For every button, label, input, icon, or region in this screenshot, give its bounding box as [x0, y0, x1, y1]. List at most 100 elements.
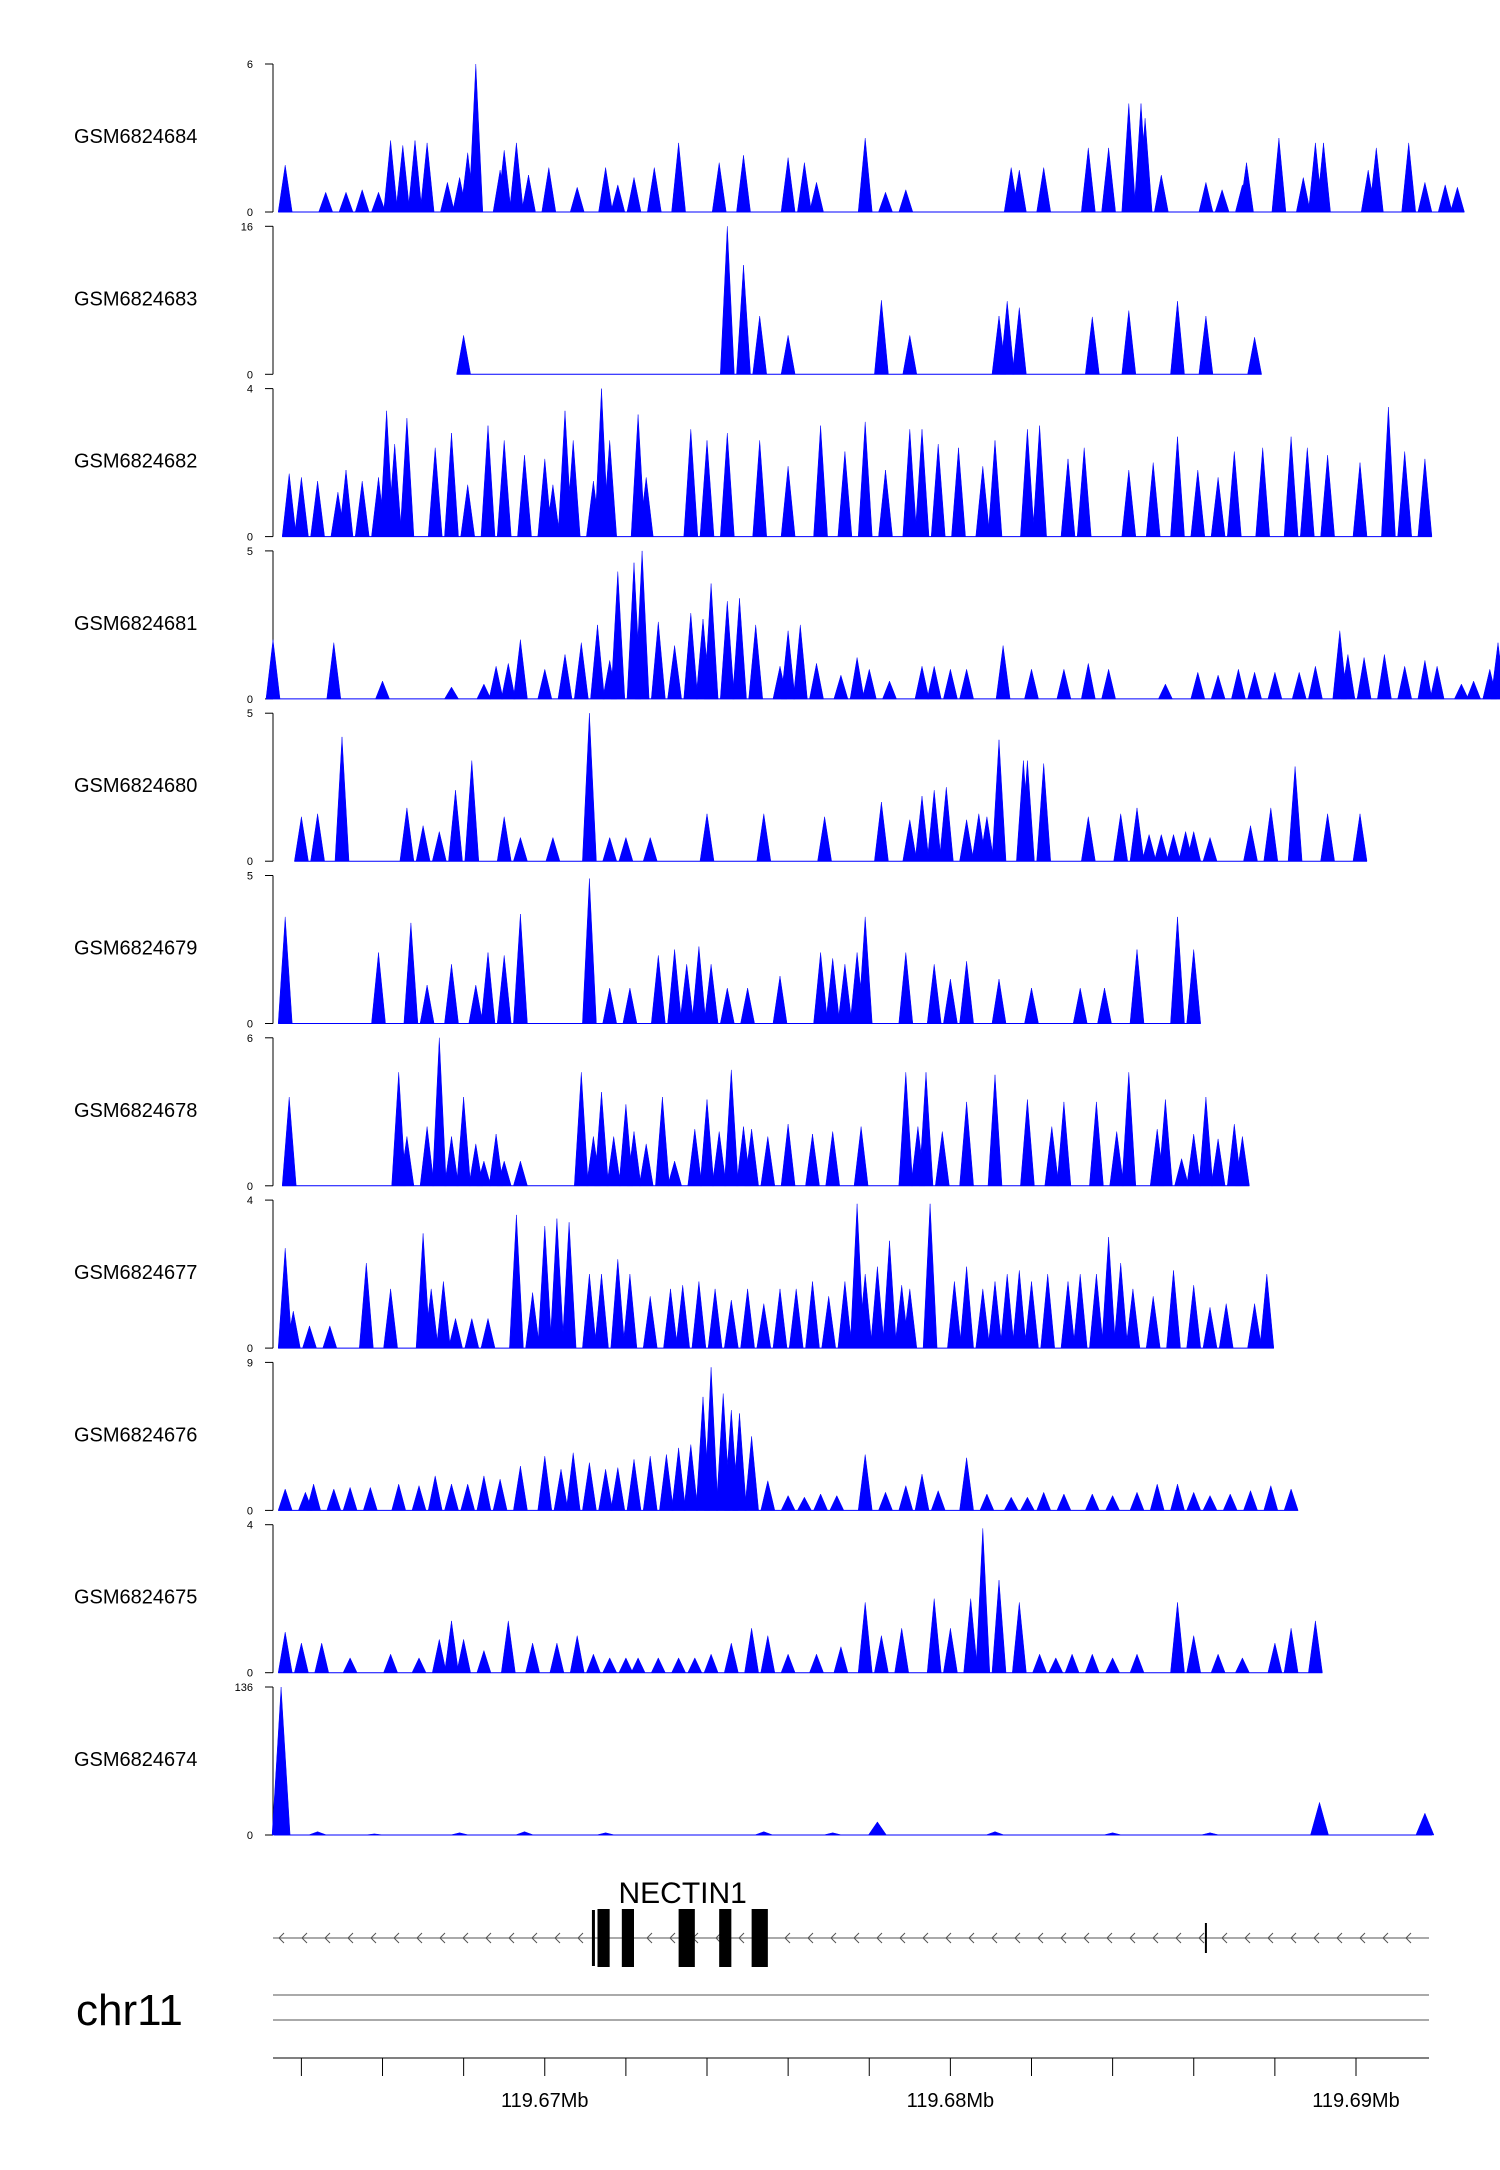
signal-peak — [582, 1462, 597, 1511]
signal-peak — [1227, 451, 1242, 537]
signal-peak — [1121, 310, 1137, 375]
signal-peak — [1263, 807, 1279, 862]
signal-peak — [825, 1131, 840, 1187]
signal-peak — [1024, 1281, 1039, 1349]
signal-peak — [780, 630, 796, 700]
strand-arrow — [738, 1932, 745, 1944]
signal-peak — [732, 598, 747, 700]
signal-peak — [375, 680, 390, 700]
signal-peak — [1198, 315, 1214, 375]
signal-peak — [444, 686, 459, 700]
signal-peak — [1202, 1307, 1218, 1349]
signal-peak — [1076, 447, 1092, 537]
signal-peak — [509, 1214, 524, 1349]
signal-peak — [1145, 462, 1161, 537]
y-min-label: 0 — [247, 369, 253, 381]
strand-arrow — [1244, 1932, 1251, 1944]
signal-peak — [1141, 833, 1157, 862]
signal-peak — [882, 1240, 897, 1349]
signal-peak — [1032, 1653, 1047, 1673]
y-min-label: 0 — [247, 532, 253, 544]
signal-peak — [671, 142, 686, 213]
signal-peak — [699, 813, 715, 862]
signal-peak — [634, 550, 650, 700]
signal-peak — [736, 155, 751, 213]
signal-peak — [975, 466, 991, 537]
signal-peak — [857, 1454, 873, 1511]
signal-peak — [1158, 1099, 1173, 1187]
y-max-label: 9 — [247, 1357, 253, 1369]
strand-arrow — [577, 1932, 584, 1944]
signal-peak — [456, 1096, 471, 1187]
signal-peak — [525, 1292, 540, 1349]
signal-peak — [618, 836, 634, 862]
signal-peak — [391, 1072, 406, 1187]
signal-peak — [991, 739, 1007, 862]
signal-peak — [655, 1096, 670, 1187]
signal-peak — [1243, 1489, 1258, 1511]
signal-peak — [281, 473, 297, 537]
signal-peak — [699, 1099, 715, 1187]
signal-peak — [1032, 425, 1047, 537]
signal-peak — [732, 1413, 747, 1511]
signal-peak — [448, 1318, 463, 1349]
signal-peak — [444, 1483, 459, 1511]
signal-peak — [1287, 766, 1303, 862]
signal-peak — [496, 955, 512, 1024]
signal-peak — [687, 1129, 703, 1187]
signal-peak — [723, 1643, 739, 1673]
signal-peak — [985, 1831, 1005, 1836]
signal-peak — [630, 414, 646, 537]
signal-peak — [837, 451, 853, 537]
track-label: GSM6824683 — [74, 288, 197, 310]
signal-peak — [1300, 447, 1315, 537]
signal-peak — [500, 663, 516, 700]
strand-arrow — [416, 1932, 423, 1944]
signal-peak — [1247, 671, 1262, 700]
signal-peak — [849, 1203, 865, 1349]
strand-arrow — [531, 1932, 538, 1944]
signal-peak — [1340, 654, 1356, 700]
signal-peak — [1186, 1491, 1202, 1511]
strand-arrow — [278, 1932, 285, 1944]
signal-peak — [1174, 1157, 1189, 1187]
signal-peak — [675, 1285, 690, 1349]
signal-peak — [1060, 1281, 1076, 1349]
exon — [597, 1909, 610, 1967]
signal-peak — [659, 1454, 674, 1511]
signal-peak — [565, 1452, 581, 1511]
signal-peak — [1186, 1635, 1202, 1673]
signal-peak — [1121, 103, 1137, 213]
signal-peak — [371, 952, 386, 1024]
signal-peak — [1081, 147, 1096, 213]
signal-peak — [874, 300, 889, 375]
signal-peak — [691, 1281, 707, 1349]
signal-peak — [667, 1160, 682, 1187]
signal-peak — [1170, 301, 1185, 375]
signal-peak — [754, 1831, 773, 1836]
signal-peak — [338, 469, 354, 537]
signal-peak — [1170, 916, 1185, 1024]
signal-peak — [744, 1628, 759, 1673]
signal-peak — [780, 1124, 796, 1187]
signal-peak — [1012, 1602, 1027, 1673]
signal-peak — [582, 1274, 597, 1349]
signal-peak — [450, 1832, 469, 1836]
signal-peak — [1198, 1096, 1214, 1187]
signal-peak — [667, 645, 682, 700]
signal-peak — [411, 1657, 427, 1673]
signal-peak — [878, 1491, 893, 1511]
signal-peak — [294, 1643, 309, 1673]
signal-peak — [999, 301, 1015, 375]
signal-peak — [914, 796, 930, 862]
signal-peak — [1024, 669, 1039, 700]
signal-peak — [569, 1635, 585, 1673]
exon — [751, 1909, 768, 1967]
signal-peak — [975, 1528, 991, 1673]
signal-peak — [1202, 1495, 1218, 1511]
signal-peak — [1332, 630, 1348, 700]
strand-arrow — [876, 1932, 883, 1944]
signal-peak — [354, 481, 370, 537]
signal-peak — [1129, 1491, 1145, 1511]
signal-peak — [691, 946, 707, 1024]
